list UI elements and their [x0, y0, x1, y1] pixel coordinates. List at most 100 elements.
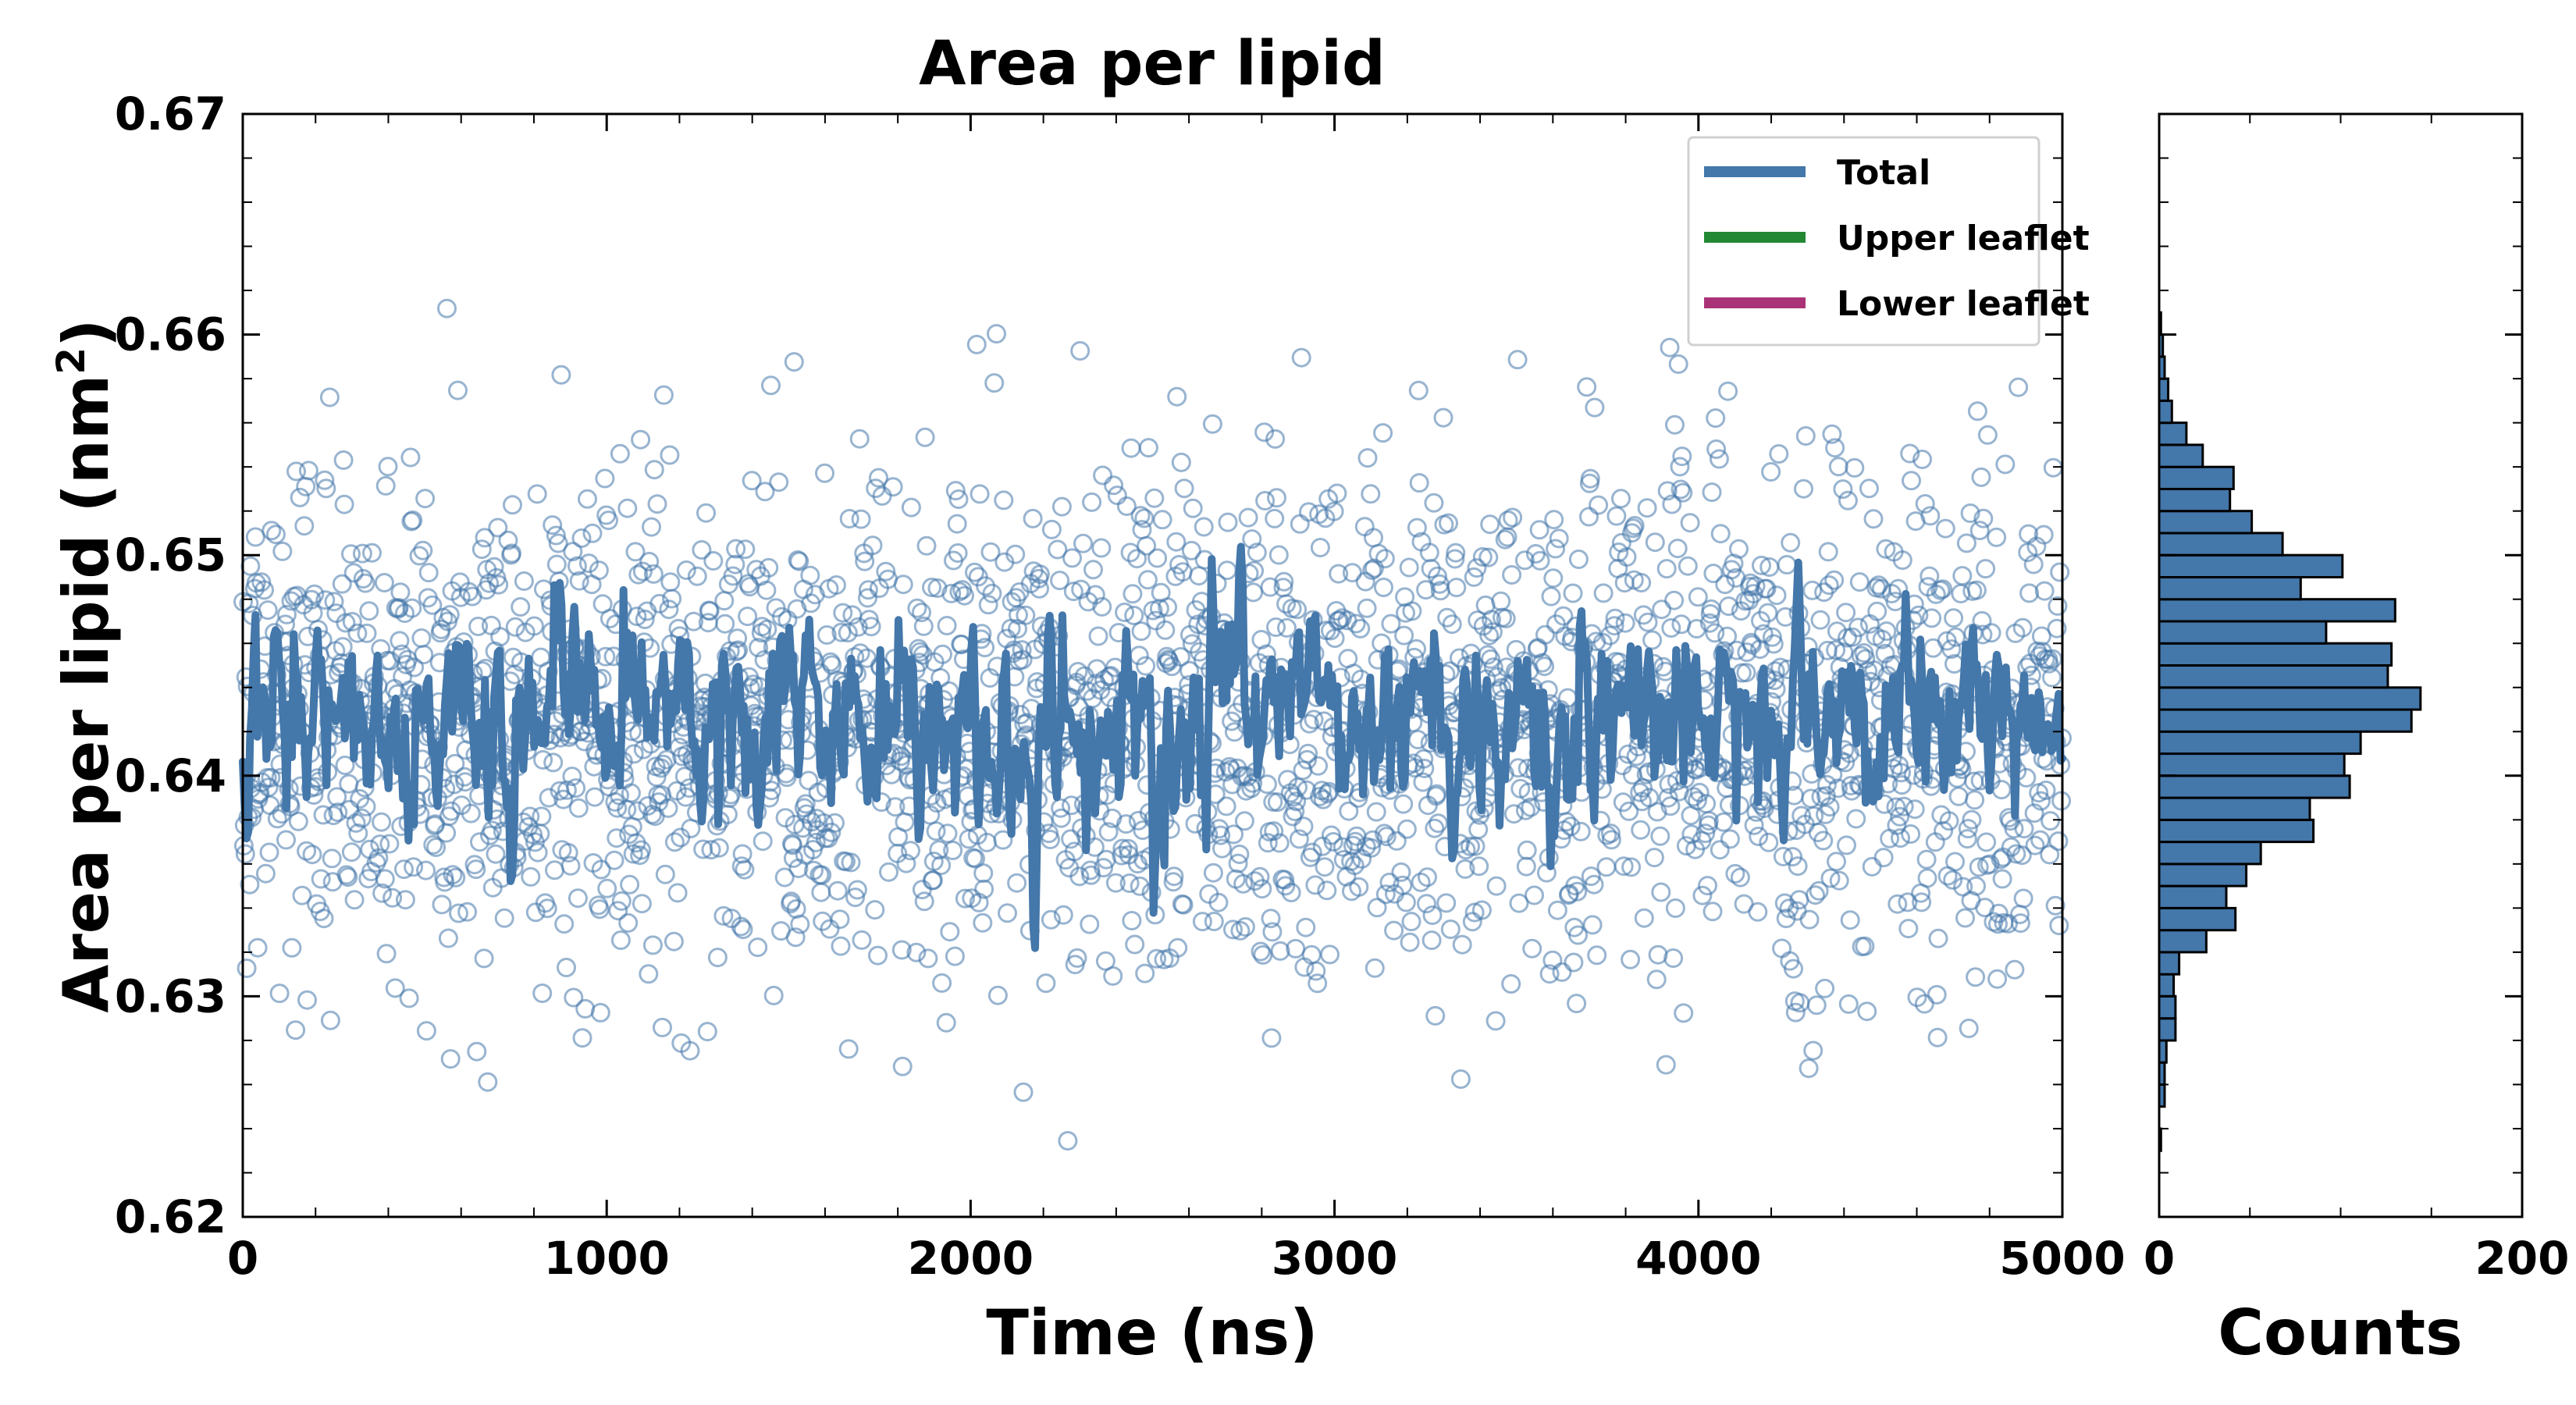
scatter-point [1873, 848, 1894, 868]
scatter-point [1720, 829, 1740, 849]
scatter-point [647, 494, 667, 514]
scatter-point [1104, 475, 1124, 496]
histogram-bar [2158, 973, 2176, 998]
scatter-point [1149, 599, 1169, 619]
scatter-point [936, 1012, 956, 1033]
scatter-point [1857, 1001, 1877, 1022]
scatter-point [589, 560, 609, 581]
scatter-point [1564, 952, 1584, 973]
scatter-point [1699, 811, 1719, 831]
scatter-point [1290, 514, 1310, 534]
scatter-point [1809, 880, 1829, 901]
scatter-point [1845, 457, 1865, 478]
scatter-point [912, 880, 932, 900]
scatter-point [1299, 713, 1319, 734]
scatter-point [1642, 630, 1663, 650]
scatter-point [272, 541, 293, 561]
scatter-point [413, 540, 433, 560]
scatter-point [1703, 564, 1724, 584]
scatter-point [699, 601, 720, 621]
y-axis-label-close: ) [50, 318, 123, 347]
y-tick-label: 0.62 [115, 1190, 226, 1243]
scatter-point [1361, 838, 1382, 858]
scatter-point [2050, 562, 2070, 582]
scatter-point [1364, 958, 1385, 978]
histogram-x-tick-label: 200 [2475, 1232, 2569, 1285]
scatter-point [1891, 828, 1910, 848]
scatter-point [627, 606, 647, 627]
scatter-point [1651, 882, 1671, 902]
scatter-point [893, 574, 913, 595]
scatter-point [339, 774, 359, 794]
scatter-point [600, 609, 620, 628]
scatter-point [926, 821, 946, 841]
scatter-point [1713, 812, 1734, 832]
scatter-point [617, 498, 638, 518]
scatter-point [1992, 869, 2012, 889]
scatter-point [714, 591, 735, 611]
scatter-point [1859, 478, 1879, 499]
scatter-point [826, 575, 846, 595]
scatter-point [644, 460, 664, 480]
scatter-point [332, 574, 352, 594]
scatter-point [1874, 794, 1895, 814]
scatter-point [1285, 802, 1305, 821]
scatter-point [1650, 826, 1670, 846]
scatter-point [1555, 626, 1575, 646]
y-tick-label: 0.65 [115, 528, 226, 582]
scatter-point [769, 472, 789, 493]
scatter-point [1317, 880, 1337, 901]
scatter-point [929, 840, 949, 860]
scatter-point [1647, 802, 1667, 822]
scatter-point [1567, 994, 1587, 1014]
scatter-point [1973, 508, 1994, 528]
scatter-point [1332, 837, 1353, 857]
scatter-point [1833, 479, 1853, 500]
scatter-point [2013, 888, 2033, 909]
scatter-point [1251, 941, 1271, 962]
scatter-point [1549, 528, 1569, 549]
scatter-point [474, 948, 494, 969]
scatter-point [2036, 781, 2056, 800]
scatter-point [1446, 542, 1466, 563]
histogram-bar [2158, 994, 2177, 1020]
scatter-point [1652, 599, 1672, 620]
scatter-point [313, 805, 333, 825]
scatter-point [382, 887, 403, 908]
scatter-point [327, 787, 347, 807]
scatter-point [871, 792, 891, 813]
scatter-point [1130, 506, 1151, 526]
scatter-point [932, 973, 952, 993]
scatter-point [1725, 863, 1745, 884]
scatter-point [1892, 550, 1912, 571]
scatter-point [457, 902, 478, 922]
scatter-point [569, 571, 589, 591]
scatter-point [1093, 465, 1113, 486]
scatter-point [1115, 603, 1135, 622]
scatter-point [351, 808, 372, 828]
scatter-point [1987, 527, 2007, 547]
scatter-point [1036, 973, 1056, 994]
scatter-point [914, 891, 934, 912]
scatter-point [374, 573, 394, 592]
scatter-point [1243, 773, 1263, 793]
scatter-point [1308, 973, 1328, 994]
scatter-point [1584, 874, 1604, 895]
scatter-point [1069, 866, 1090, 887]
scatter-point [901, 841, 920, 861]
scatter-point [1324, 501, 1344, 521]
scatter-point [1212, 838, 1232, 859]
scatter-point [1092, 596, 1112, 617]
scatter-point [858, 588, 877, 608]
scatter-point [980, 542, 1001, 562]
scatter-point [1646, 969, 1667, 990]
scatter-point [1890, 806, 1910, 827]
scatter-point [1452, 934, 1472, 955]
scatter-point [1535, 624, 1555, 645]
scatter-point [1660, 796, 1681, 816]
scatter-point [343, 563, 364, 583]
scatter-point [731, 856, 752, 877]
scatter-point [1516, 856, 1536, 877]
scatter-point [1482, 610, 1501, 630]
scatter-point [756, 580, 777, 600]
